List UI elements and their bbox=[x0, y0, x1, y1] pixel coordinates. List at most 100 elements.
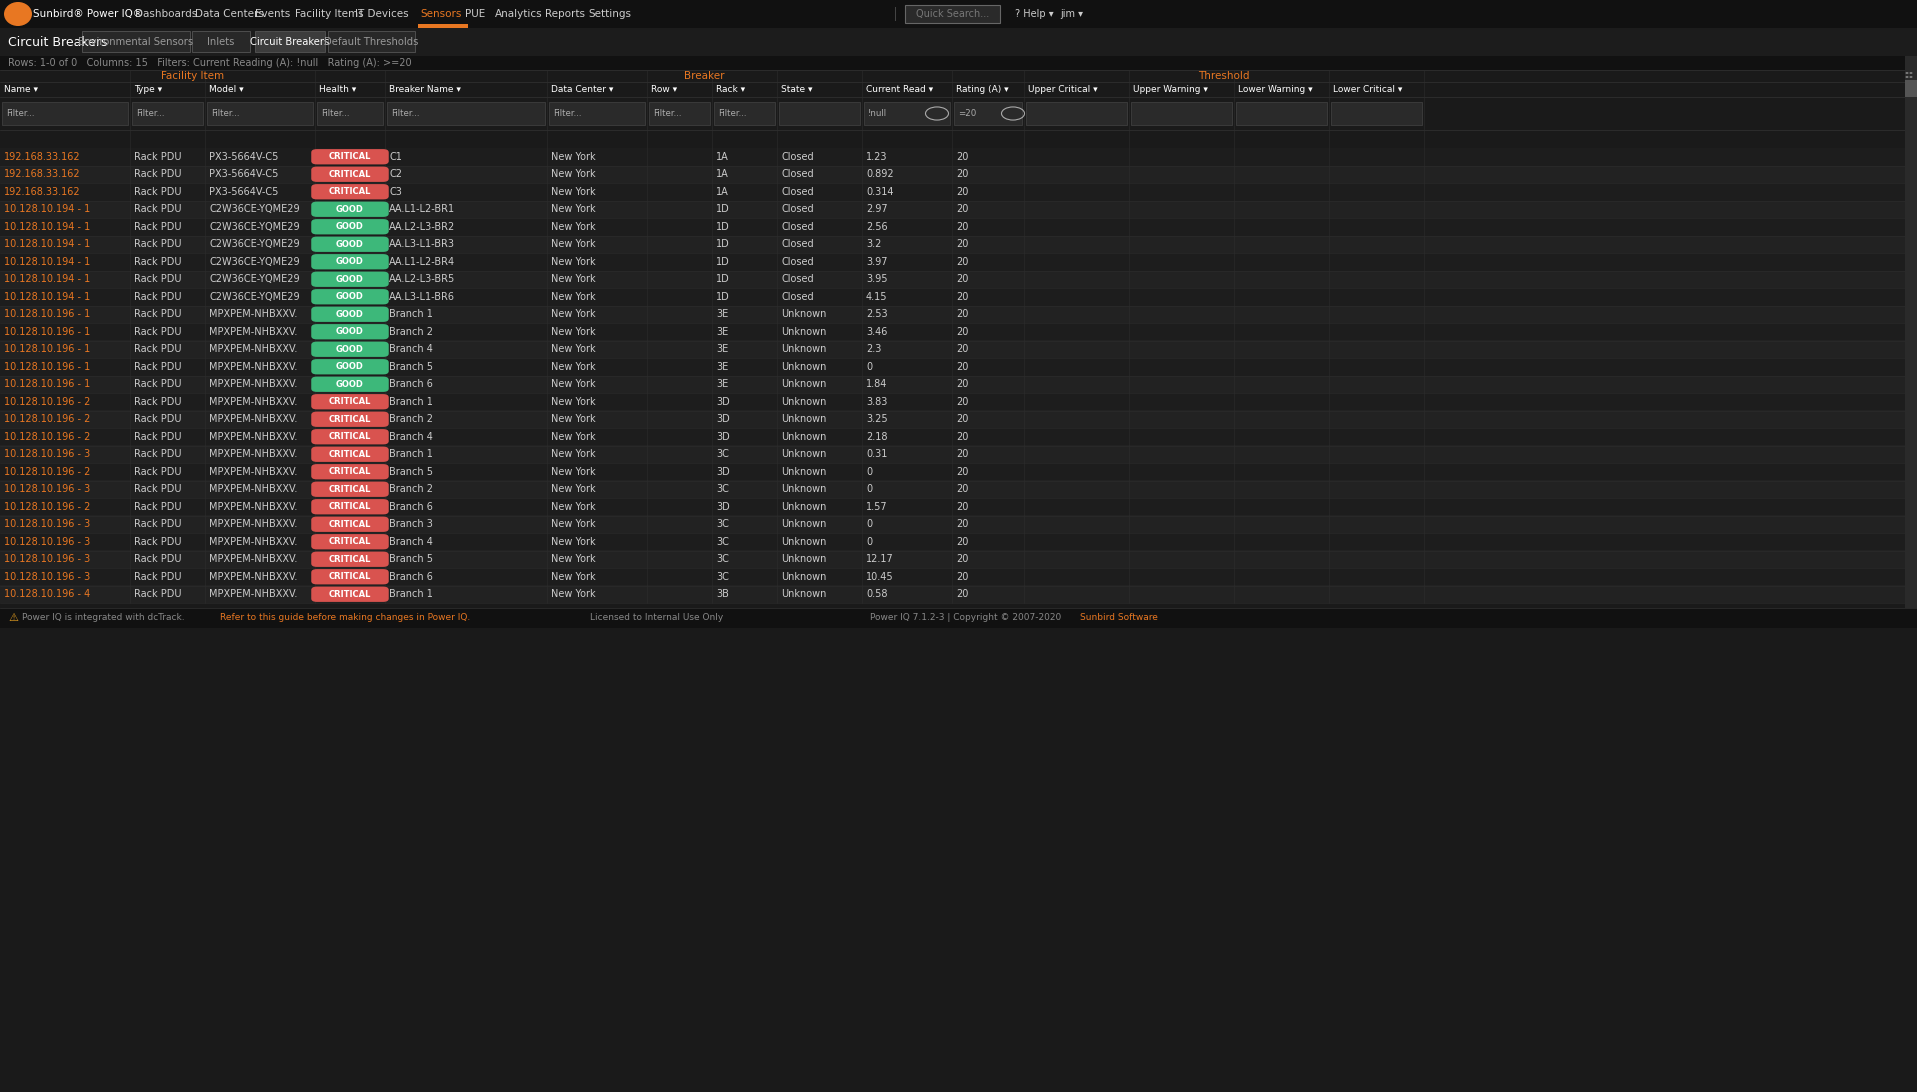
Text: Data Center ▾: Data Center ▾ bbox=[550, 85, 613, 94]
Text: 3.95: 3.95 bbox=[866, 274, 888, 284]
Text: CRITICAL: CRITICAL bbox=[330, 450, 372, 459]
FancyBboxPatch shape bbox=[311, 359, 389, 375]
Text: New York: New York bbox=[550, 396, 596, 406]
Text: 2.53: 2.53 bbox=[866, 309, 888, 319]
Text: 20: 20 bbox=[957, 152, 968, 162]
Text: Rack PDU: Rack PDU bbox=[134, 555, 182, 565]
FancyBboxPatch shape bbox=[311, 412, 389, 427]
Text: New York: New York bbox=[550, 501, 596, 512]
Text: 3D: 3D bbox=[717, 466, 730, 477]
Text: 20: 20 bbox=[957, 537, 968, 547]
Text: 192.168.33.162: 192.168.33.162 bbox=[4, 187, 81, 197]
Bar bbox=[778, 103, 861, 124]
Text: 0.892: 0.892 bbox=[866, 169, 893, 179]
Text: 10.128.10.196 - 3: 10.128.10.196 - 3 bbox=[4, 572, 90, 582]
Text: ⚠: ⚠ bbox=[8, 613, 17, 624]
Text: Lower Critical ▾: Lower Critical ▾ bbox=[1332, 85, 1403, 94]
Text: Rack PDU: Rack PDU bbox=[134, 309, 182, 319]
Circle shape bbox=[1909, 80, 1913, 82]
Text: Branch 4: Branch 4 bbox=[389, 344, 433, 354]
Bar bbox=[0, 376, 1917, 393]
Bar bbox=[0, 28, 1917, 56]
Text: 0: 0 bbox=[866, 484, 872, 495]
Bar bbox=[0, 82, 1917, 97]
Text: Closed: Closed bbox=[780, 292, 813, 301]
FancyBboxPatch shape bbox=[311, 586, 389, 602]
Text: Unknown: Unknown bbox=[780, 520, 826, 530]
Text: 10.128.10.196 - 2: 10.128.10.196 - 2 bbox=[4, 414, 90, 425]
Text: PUE: PUE bbox=[466, 9, 485, 19]
Text: GOOD: GOOD bbox=[335, 275, 364, 284]
Text: CRITICAL: CRITICAL bbox=[330, 187, 372, 197]
FancyBboxPatch shape bbox=[311, 150, 389, 165]
Text: New York: New York bbox=[550, 414, 596, 425]
Text: Unknown: Unknown bbox=[780, 327, 826, 336]
Text: AA.L1-L2-BR1: AA.L1-L2-BR1 bbox=[389, 204, 454, 214]
Text: Rack PDU: Rack PDU bbox=[134, 169, 182, 179]
Bar bbox=[2, 103, 128, 124]
Text: Rack PDU: Rack PDU bbox=[134, 572, 182, 582]
Bar bbox=[0, 568, 1917, 585]
Text: 3E: 3E bbox=[717, 361, 728, 371]
Text: 10.128.10.196 - 1: 10.128.10.196 - 1 bbox=[4, 327, 90, 336]
Text: New York: New York bbox=[550, 431, 596, 442]
Bar bbox=[650, 103, 709, 124]
Text: Branch 6: Branch 6 bbox=[389, 379, 433, 389]
Bar bbox=[0, 323, 1917, 341]
Text: 20: 20 bbox=[957, 222, 968, 232]
FancyBboxPatch shape bbox=[311, 482, 389, 497]
Text: Rack PDU: Rack PDU bbox=[134, 431, 182, 442]
Text: Branch 5: Branch 5 bbox=[389, 555, 433, 565]
Text: 2.56: 2.56 bbox=[866, 222, 888, 232]
FancyBboxPatch shape bbox=[311, 499, 389, 514]
Text: 3E: 3E bbox=[717, 309, 728, 319]
Bar bbox=[1330, 103, 1422, 124]
Text: ? Help ▾: ? Help ▾ bbox=[1014, 9, 1054, 19]
Text: Filter...: Filter... bbox=[391, 109, 420, 118]
Text: MPXPEM-NHBXXV.: MPXPEM-NHBXXV. bbox=[209, 396, 297, 406]
Bar bbox=[0, 218, 1917, 236]
Text: Rack PDU: Rack PDU bbox=[134, 327, 182, 336]
Text: Unknown: Unknown bbox=[780, 501, 826, 512]
Text: 20: 20 bbox=[957, 204, 968, 214]
Text: Unknown: Unknown bbox=[780, 414, 826, 425]
Text: Upper Critical ▾: Upper Critical ▾ bbox=[1028, 85, 1098, 94]
Text: 10.128.10.196 - 3: 10.128.10.196 - 3 bbox=[4, 537, 90, 547]
Bar bbox=[905, 5, 1001, 23]
Text: GOOD: GOOD bbox=[335, 240, 364, 249]
Text: GOOD: GOOD bbox=[335, 363, 364, 371]
Bar bbox=[0, 56, 1917, 70]
Text: Rack PDU: Rack PDU bbox=[134, 520, 182, 530]
Text: 10.128.10.194 - 1: 10.128.10.194 - 1 bbox=[4, 292, 90, 301]
FancyBboxPatch shape bbox=[311, 342, 389, 357]
Text: Closed: Closed bbox=[780, 204, 813, 214]
Bar bbox=[1236, 103, 1327, 124]
Text: 3.97: 3.97 bbox=[866, 257, 888, 266]
Text: Rack PDU: Rack PDU bbox=[134, 292, 182, 301]
Text: Rows: 1-0 of 0   Columns: 15   Filters: Current Reading (A): !null   Rating (A):: Rows: 1-0 of 0 Columns: 15 Filters: Curr… bbox=[8, 58, 412, 68]
Text: 2.3: 2.3 bbox=[866, 344, 882, 354]
Text: Row ▾: Row ▾ bbox=[652, 85, 677, 94]
Text: Analytics: Analytics bbox=[495, 9, 543, 19]
Bar bbox=[0, 236, 1917, 253]
Text: Unknown: Unknown bbox=[780, 361, 826, 371]
Text: 10.128.10.196 - 2: 10.128.10.196 - 2 bbox=[4, 396, 90, 406]
Text: 10.128.10.196 - 1: 10.128.10.196 - 1 bbox=[4, 379, 90, 389]
Text: Unknown: Unknown bbox=[780, 466, 826, 477]
Text: =20: =20 bbox=[958, 109, 976, 118]
Bar bbox=[955, 103, 1022, 124]
Text: 20: 20 bbox=[957, 379, 968, 389]
Text: 12.17: 12.17 bbox=[866, 555, 893, 565]
FancyBboxPatch shape bbox=[311, 167, 389, 182]
Text: Unknown: Unknown bbox=[780, 572, 826, 582]
Text: 20: 20 bbox=[957, 590, 968, 600]
Text: 20: 20 bbox=[957, 555, 968, 565]
Text: Unknown: Unknown bbox=[780, 396, 826, 406]
Text: CRITICAL: CRITICAL bbox=[330, 467, 372, 476]
Text: 10.128.10.194 - 1: 10.128.10.194 - 1 bbox=[4, 204, 90, 214]
Bar bbox=[0, 0, 1917, 28]
Text: PX3-5664V-C5: PX3-5664V-C5 bbox=[209, 169, 278, 179]
FancyBboxPatch shape bbox=[311, 464, 389, 479]
Bar bbox=[0, 498, 1917, 515]
Text: CRITICAL: CRITICAL bbox=[330, 415, 372, 424]
